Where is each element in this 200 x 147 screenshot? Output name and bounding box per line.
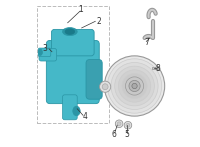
Circle shape: [111, 62, 158, 110]
Circle shape: [118, 70, 151, 102]
Text: 8: 8: [156, 64, 160, 73]
FancyBboxPatch shape: [63, 95, 77, 120]
FancyBboxPatch shape: [86, 60, 102, 99]
Circle shape: [124, 121, 132, 129]
Ellipse shape: [63, 28, 77, 36]
Circle shape: [117, 122, 121, 126]
Ellipse shape: [156, 66, 160, 70]
FancyBboxPatch shape: [46, 40, 99, 104]
Circle shape: [115, 66, 154, 106]
Ellipse shape: [157, 67, 159, 69]
Text: 2: 2: [97, 17, 102, 26]
FancyBboxPatch shape: [51, 29, 94, 56]
FancyBboxPatch shape: [38, 48, 51, 57]
Circle shape: [104, 56, 165, 116]
Ellipse shape: [65, 29, 75, 34]
Text: 1: 1: [78, 5, 83, 14]
Circle shape: [126, 123, 130, 127]
Text: 3: 3: [42, 44, 47, 53]
Circle shape: [132, 83, 137, 89]
FancyBboxPatch shape: [39, 49, 57, 61]
Ellipse shape: [38, 49, 42, 55]
Ellipse shape: [73, 106, 80, 116]
Text: 7: 7: [144, 38, 149, 47]
Circle shape: [102, 84, 108, 90]
Circle shape: [107, 59, 162, 113]
Circle shape: [122, 74, 147, 98]
Circle shape: [115, 120, 123, 128]
Circle shape: [125, 77, 144, 95]
Text: 5: 5: [125, 130, 130, 139]
Text: 4: 4: [83, 112, 88, 121]
Circle shape: [100, 81, 111, 92]
Circle shape: [129, 80, 140, 92]
Text: 6: 6: [112, 130, 116, 139]
